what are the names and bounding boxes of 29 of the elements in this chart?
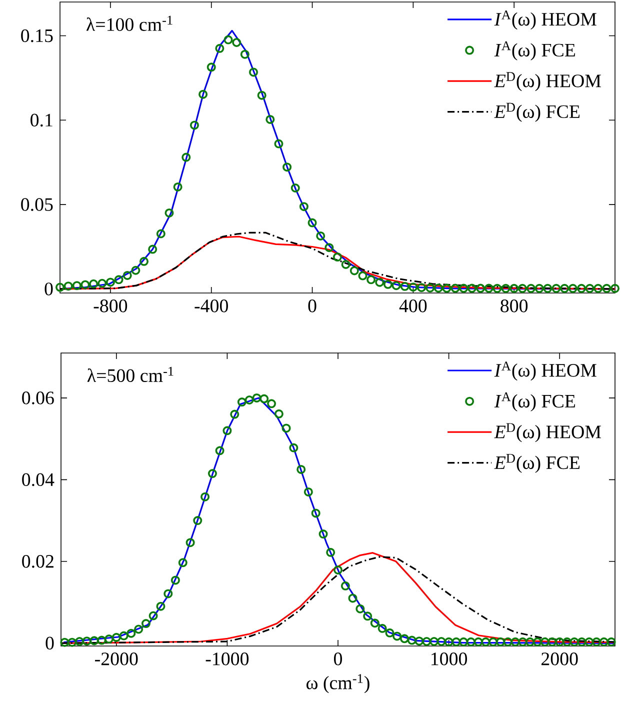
x-tick-label: -800 [94,300,128,312]
legend-label: E$^{D}$(ω) HEOM [494,72,601,92]
y-tick-label: 0.02 [22,554,54,568]
y-tick-label: 0.05 [21,198,53,211]
legend-label: I$^{A}$(ω) FCE [494,392,575,412]
y-tick-label: 0.15 [21,29,53,42]
x-axis-title: ω (cm$^{-1}$) [306,674,370,694]
legend-label: I$^{A}$(ω) HEOM [494,10,596,30]
x-tick-label: 0 [308,300,316,312]
x-tick-label: 1000 [432,652,468,666]
y-tick-label: 0 [44,282,53,296]
annotation: λ=500 cm$^{-1}$ [87,366,174,382]
x-tick-label: 400 [399,300,427,312]
x-tick-label: -2000 [95,652,138,666]
x-tick-label: 800 [500,300,528,312]
legend-label: I$^{A}$(ω) HEOM [494,362,596,381]
y-tick-label: 0 [46,636,54,650]
y-tick-label: 0.06 [22,392,54,404]
y-tick-label: 0.1 [30,114,52,127]
legend-label: E$^{D}$(ω) FCE [494,102,580,122]
legend-label: E$^{D}$(ω) FCE [494,454,580,473]
x-tick-label: -400 [194,300,228,312]
legend-label: I$^{A}$(ω) FCE [494,41,575,60]
annotation: λ=100 cm$^{-1}$ [86,16,172,31]
y-tick-label: 0.04 [22,473,54,486]
x-tick-label: 2000 [542,652,578,666]
x-tick-label: 0 [334,652,342,666]
legend-label: E$^{D}$(ω) HEOM [494,423,601,442]
x-tick-label: -1000 [206,652,249,666]
